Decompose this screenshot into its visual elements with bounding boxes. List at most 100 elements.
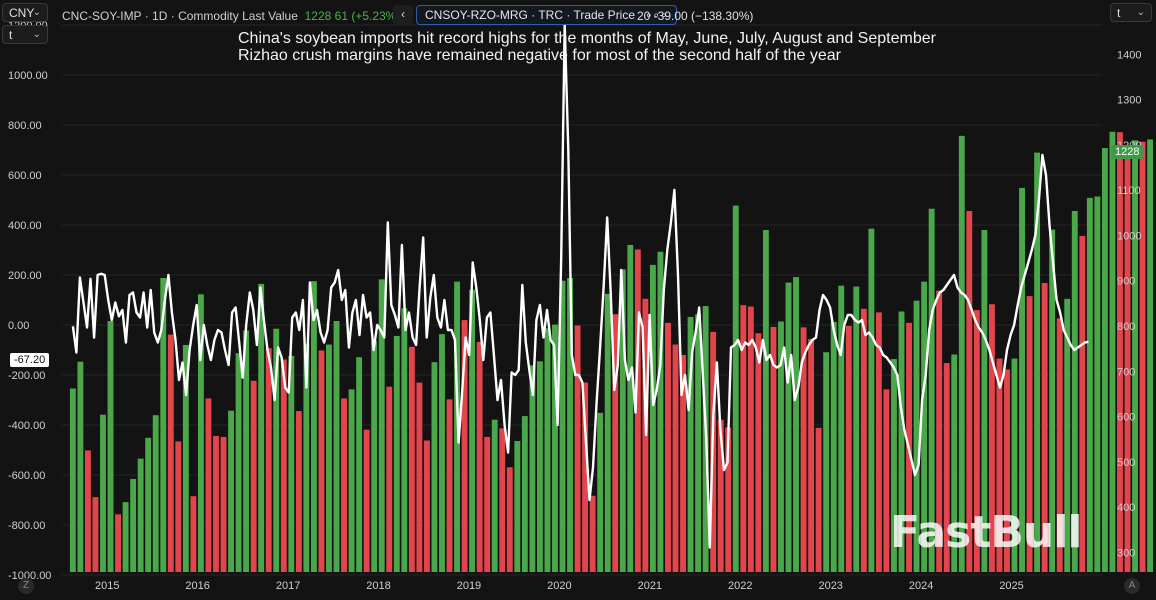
primary-symbol: CNC-SOY-IMP — [62, 9, 142, 23]
secondary-values: 20 -39.00 (−138.30%) — [637, 9, 754, 23]
import-bar — [1056, 318, 1063, 572]
import-bar — [815, 427, 822, 572]
import-bar — [1109, 131, 1116, 573]
primary-change: 61 (+5.23%) — [334, 9, 401, 23]
x-tick-label: 2022 — [728, 580, 752, 592]
primary-interval: 1D — [152, 9, 168, 23]
import-bar — [499, 428, 506, 572]
import-bar — [740, 305, 747, 572]
scale-select-right-value: t — [1117, 6, 1121, 20]
import-bar — [1079, 235, 1086, 572]
import-bar — [175, 441, 182, 572]
import-bar — [167, 334, 174, 572]
import-bar — [808, 339, 815, 572]
left-tick-label: -400.00 — [8, 420, 45, 432]
import-bar — [665, 322, 671, 572]
annotation-line-1: China's soybean imports hit record highs… — [238, 30, 936, 47]
import-bar — [762, 230, 769, 572]
right-tick-label: 1300 — [1117, 95, 1141, 107]
import-bar — [1011, 358, 1018, 572]
import-bar — [868, 228, 875, 573]
import-bar — [1139, 141, 1146, 573]
import-bar — [619, 269, 626, 572]
import-bar — [461, 320, 468, 572]
gridlines — [62, 24, 1102, 576]
right-tick-label: 1000 — [1117, 230, 1141, 242]
secondary-legend[interactable]: CNSOY-RZO-MRG · TRC · Trade Price ∘∘∘ — [416, 5, 677, 25]
right-tick-label: 900 — [1117, 276, 1135, 288]
x-axis: 2015 2016 2017 2018 2019 2020 2021 2022 2023 2024… — [95, 580, 1024, 592]
right-tick-label: 800 — [1117, 321, 1135, 333]
import-bar — [1019, 187, 1025, 572]
import-bar — [476, 341, 483, 572]
import-bar — [514, 440, 521, 572]
import-bar — [770, 326, 777, 572]
import-bar — [1117, 132, 1123, 573]
import-bar — [521, 416, 528, 572]
annotation-line-2: Rizhao crush margins have remained negat… — [238, 47, 841, 64]
import-bar — [371, 340, 378, 572]
import-bar — [235, 353, 242, 572]
import-bar — [627, 244, 634, 572]
x-tick-label: 2016 — [185, 580, 209, 592]
right-tick-label: 1100 — [1117, 185, 1141, 197]
import-bar — [69, 388, 76, 572]
auto-scale-button[interactable]: A — [1124, 578, 1140, 594]
import-bar — [1124, 145, 1131, 572]
import-bar — [258, 283, 265, 572]
import-bar — [491, 419, 498, 572]
import-bar — [145, 437, 152, 572]
left-tick-label: 0.00 — [8, 320, 29, 332]
import-bar — [182, 345, 189, 572]
import-bar — [988, 304, 995, 572]
secondary-symbol: CNSOY-RZO-MRG · TRC · Trade Price — [425, 8, 636, 22]
primary-legend[interactable]: CNC-SOY-IMP · 1D · Commodity Last Value … — [62, 9, 401, 23]
import-bar — [333, 321, 340, 572]
import-bar — [243, 330, 250, 572]
import-bar — [875, 312, 882, 572]
right-tick-label: 600 — [1117, 412, 1135, 424]
import-bar — [951, 354, 958, 572]
import-bar — [130, 479, 137, 572]
import-bar — [973, 310, 980, 572]
left-tick-label: -200.00 — [8, 370, 45, 382]
import-bar — [416, 382, 423, 572]
import-bar — [785, 282, 792, 572]
import-bar — [1004, 369, 1010, 572]
left-tick-label: 400.00 — [8, 220, 42, 232]
scale-select-left[interactable]: t ⌄ — [2, 25, 48, 44]
chevron-left-icon: ‹ — [401, 7, 405, 21]
import-bar — [213, 436, 219, 572]
import-bar — [544, 328, 551, 572]
import-bar — [295, 411, 302, 572]
left-tick-label: 600.00 — [8, 170, 42, 182]
x-tick-label: 2019 — [457, 580, 481, 592]
left-tick-label: 200.00 — [8, 270, 42, 282]
import-bar — [273, 328, 280, 572]
left-tick-label: -600.00 — [8, 470, 45, 482]
import-bar — [446, 399, 453, 572]
import-bar — [717, 419, 724, 572]
import-bar — [845, 325, 852, 572]
import-bar — [107, 321, 114, 572]
import-bar — [220, 436, 227, 572]
chevron-down-icon: ⌄ — [1136, 7, 1145, 18]
currency-select[interactable]: CNY ⌄ — [2, 3, 48, 22]
x-tick-label: 2015 — [95, 580, 119, 592]
import-bar — [612, 314, 619, 572]
import-bar — [310, 281, 317, 572]
x-tick-label: 2018 — [366, 580, 390, 592]
more-options-icon[interactable]: ∘∘∘ — [645, 8, 668, 22]
import-bar — [838, 285, 845, 572]
scale-select-left-value: t — [9, 28, 13, 42]
legend-back-button[interactable]: ‹ — [393, 5, 413, 25]
x-tick-label: 2024 — [909, 580, 933, 592]
import-bar — [401, 308, 408, 572]
zoom-toggle-button[interactable]: Z — [18, 578, 34, 594]
left-value-badge: -67.20 — [10, 353, 50, 367]
import-bar — [672, 344, 679, 572]
import-bar — [732, 205, 739, 572]
import-bar — [1034, 152, 1041, 572]
import-bar — [84, 450, 91, 572]
scale-select-right[interactable]: t ⌄ — [1110, 3, 1152, 22]
